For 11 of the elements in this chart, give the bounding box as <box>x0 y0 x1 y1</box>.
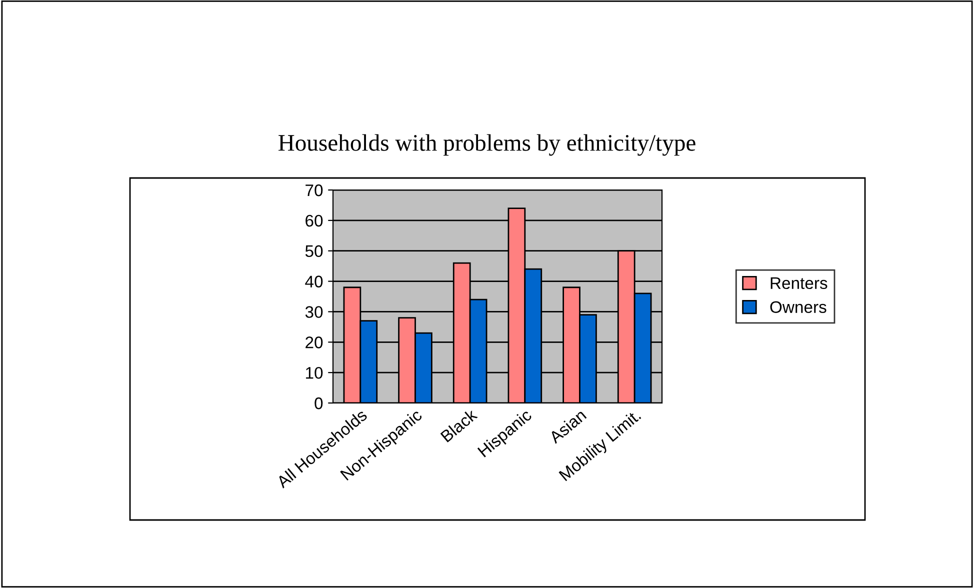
y-tick-label: 30 <box>305 306 323 318</box>
chart-title: Households with problems by ethnicity/type <box>278 134 696 156</box>
y-tick-label: 40 <box>305 276 323 288</box>
y-tick-label: 70 <box>306 184 323 196</box>
y-tick-label: 20 <box>306 336 323 348</box>
legend-label: Owners <box>770 301 826 313</box>
y-tick-label: 0 <box>314 397 323 410</box>
legend-label: Renters <box>770 277 828 290</box>
y-tick-label: 50 <box>305 245 323 258</box>
y-tick-label: 60 <box>306 214 323 227</box>
y-tick-label: 10 <box>306 366 323 379</box>
